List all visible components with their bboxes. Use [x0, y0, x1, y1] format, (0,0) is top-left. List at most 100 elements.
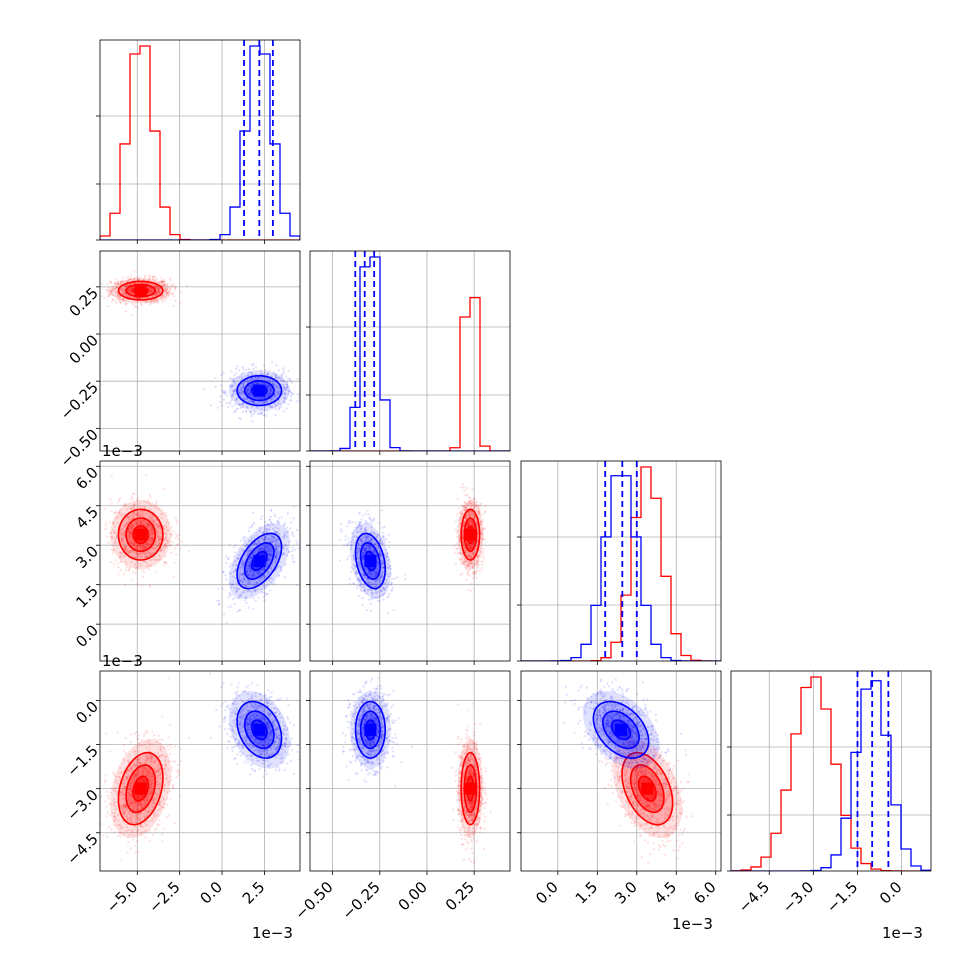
scatter-point: [364, 547, 368, 550]
scatter-point: [470, 552, 474, 555]
scatter-point: [480, 542, 483, 545]
scatter-point: [112, 522, 115, 525]
scatter-point: [114, 537, 117, 540]
scatter-point: [458, 507, 461, 510]
scatter-point: [345, 544, 349, 547]
scatter-point: [239, 406, 243, 409]
scatter-point: [285, 535, 289, 538]
scatter-point: [460, 513, 463, 516]
scatter-point: [457, 557, 461, 560]
scatter-point: [267, 385, 270, 389]
scatter-point: [132, 278, 135, 281]
scatter-point: [242, 385, 246, 388]
scatter-point: [468, 556, 471, 559]
scatter-point: [281, 386, 284, 389]
scatter-point: [483, 527, 486, 530]
scatter-point: [132, 279, 136, 282]
scatter-point: [230, 572, 233, 575]
scatter-point: [139, 562, 142, 565]
scatter-point: [136, 514, 140, 517]
scatter-point: [118, 296, 121, 299]
scatter-point: [251, 557, 254, 560]
scatter-point: [271, 540, 274, 544]
scatter-point: [135, 522, 138, 526]
scatter-point: [163, 299, 166, 302]
scatter-point: [246, 388, 249, 392]
scatter-point: [147, 525, 150, 528]
scatter-point: [156, 292, 159, 295]
scatter-point: [384, 581, 387, 584]
scatter-point: [469, 547, 472, 550]
scatter-point: [365, 530, 368, 533]
scatter-point: [250, 573, 253, 576]
scatter-point: [133, 511, 136, 514]
scatter-point: [155, 291, 158, 294]
scatter-point: [120, 301, 123, 305]
scatter-point: [140, 302, 143, 306]
scatter-point: [267, 528, 270, 531]
scatter-point: [466, 564, 469, 568]
scatter-point: [138, 297, 142, 300]
scatter-point: [97, 288, 99, 290]
scatter-point: [146, 524, 149, 528]
scatter-point: [143, 545, 146, 549]
scatter-point: [163, 280, 166, 284]
scatter-point: [466, 544, 469, 547]
scatter-point: [230, 583, 233, 586]
scatter-point: [470, 547, 473, 550]
scatter-point: [155, 291, 158, 294]
scatter-point: [478, 549, 481, 552]
scatter-point: [127, 289, 130, 292]
scatter-point: [151, 537, 154, 540]
scatter-point: [269, 389, 272, 392]
scatter-point: [462, 563, 466, 566]
scatter-point: [136, 278, 139, 281]
scatter-point: [134, 543, 137, 546]
scatter-point: [464, 549, 467, 552]
scatter-point: [243, 396, 246, 400]
histogram-series-1: [310, 256, 510, 451]
scatter-point: [150, 509, 153, 512]
scatter-point: [155, 523, 159, 526]
scatter-point: [370, 526, 373, 529]
scatter-point: [110, 474, 113, 477]
scatter-point: [118, 297, 121, 300]
scatter-point: [466, 568, 469, 571]
scatter-point: [473, 575, 476, 578]
scatter-point: [125, 279, 128, 282]
scatter-point: [464, 551, 467, 555]
scatter-point: [175, 534, 179, 538]
scatter-point: [471, 567, 474, 570]
scatter-point: [251, 382, 254, 386]
scatter-point: [248, 581, 251, 584]
scatter-point: [262, 382, 265, 385]
scatter-point: [149, 287, 153, 290]
scatter-point: [122, 541, 125, 544]
scatter-point: [264, 546, 268, 549]
scatter-point: [255, 588, 258, 591]
scatter-point: [134, 556, 137, 559]
panel-2-0: [96, 460, 301, 665]
scatter-point: [237, 596, 240, 599]
scatter-point: [122, 543, 126, 546]
scatter-point: [236, 557, 240, 561]
scatter-point: [247, 388, 250, 391]
scatter-point: [257, 596, 260, 599]
scatter-point: [465, 513, 468, 517]
scatter-point: [296, 393, 299, 396]
scatter-point: [265, 549, 268, 552]
scatter-point: [454, 562, 458, 566]
scatter-point: [115, 516, 118, 519]
scatter-point: [368, 545, 371, 548]
scatter-point: [103, 296, 106, 299]
scatter-point: [256, 581, 259, 584]
scatter-point: [284, 544, 288, 547]
scatter-point: [244, 375, 247, 378]
scatter-point: [253, 382, 256, 386]
scatter-point: [236, 396, 239, 399]
scatter-point: [284, 397, 287, 400]
scatter-point: [464, 516, 467, 519]
scatter-point: [121, 298, 124, 301]
scatter-point: [357, 543, 360, 547]
scatter-point: [152, 558, 155, 561]
